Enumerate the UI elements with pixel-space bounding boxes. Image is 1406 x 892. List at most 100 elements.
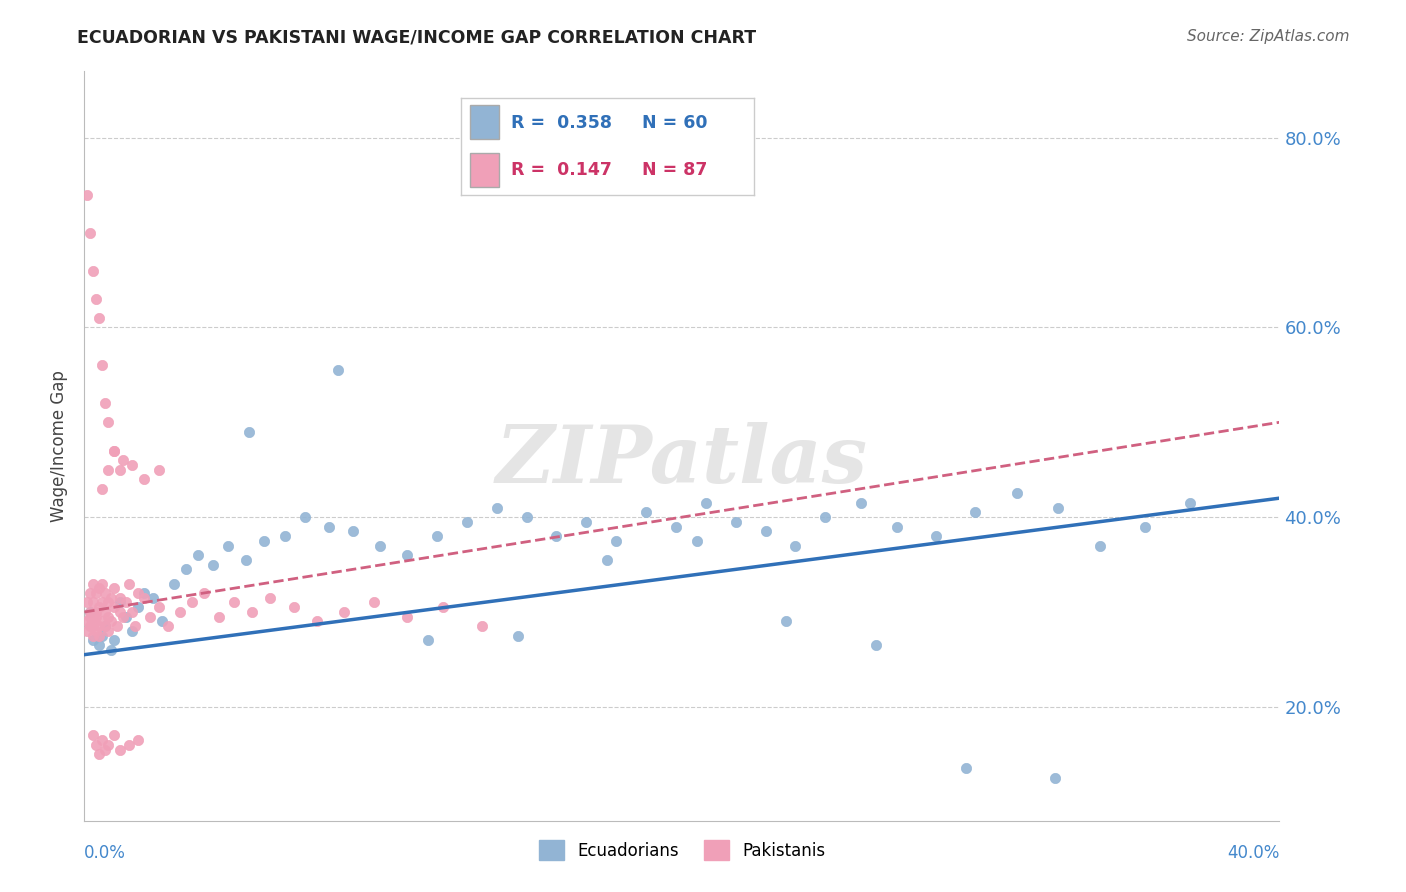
Point <box>318 519 340 533</box>
Point <box>82 619 104 633</box>
Point <box>76 615 98 629</box>
Point <box>396 548 419 562</box>
Point <box>94 586 117 600</box>
Point <box>235 553 257 567</box>
Point <box>91 733 114 747</box>
Point <box>110 595 132 609</box>
Point <box>724 515 747 529</box>
Point <box>814 510 837 524</box>
Point <box>82 263 104 277</box>
Point <box>103 443 125 458</box>
Point <box>307 615 329 629</box>
Point <box>127 600 149 615</box>
Point <box>110 742 132 756</box>
Point <box>103 728 125 742</box>
Point <box>546 529 568 543</box>
Point <box>94 619 117 633</box>
Point <box>328 363 350 377</box>
Point <box>181 595 204 609</box>
Point <box>150 615 173 629</box>
Point <box>1178 496 1201 510</box>
Point <box>283 600 305 615</box>
Point <box>157 619 180 633</box>
Point <box>79 226 101 240</box>
Point <box>115 595 138 609</box>
Point <box>110 591 132 605</box>
Point <box>865 638 887 652</box>
Point <box>363 595 385 609</box>
Point <box>91 576 114 591</box>
Point <box>217 539 239 553</box>
Point <box>89 600 111 615</box>
Point <box>121 605 143 619</box>
Y-axis label: Wage/Income Gap: Wage/Income Gap <box>51 370 69 522</box>
Point <box>240 605 263 619</box>
Point <box>636 505 658 519</box>
Point <box>94 742 117 756</box>
Point <box>1133 519 1156 533</box>
Text: ZIPatlas: ZIPatlas <box>496 422 868 500</box>
Point <box>121 624 143 638</box>
Point <box>97 609 120 624</box>
Point <box>100 643 122 657</box>
Point <box>89 629 111 643</box>
Point <box>97 624 120 638</box>
Point <box>163 576 186 591</box>
Point <box>76 624 98 638</box>
Point <box>91 629 114 643</box>
Point <box>79 605 101 619</box>
Point <box>76 595 98 609</box>
Point <box>471 619 494 633</box>
Point <box>89 310 111 325</box>
Point <box>132 586 156 600</box>
Point <box>94 619 117 633</box>
Point <box>596 553 619 567</box>
Point <box>127 733 149 747</box>
Point <box>118 738 141 752</box>
Point <box>775 615 797 629</box>
Point <box>294 510 316 524</box>
Point <box>82 629 104 643</box>
Point <box>97 738 120 752</box>
Point <box>97 463 120 477</box>
Point <box>103 633 125 648</box>
Point <box>79 586 101 600</box>
Point <box>103 443 125 458</box>
Point <box>82 633 104 648</box>
Point <box>368 539 391 553</box>
Point <box>127 586 149 600</box>
Point <box>1005 486 1028 500</box>
Point <box>785 539 807 553</box>
Point <box>851 496 873 510</box>
Point <box>86 605 108 619</box>
Point <box>193 586 215 600</box>
Point <box>121 458 143 472</box>
Point <box>396 609 419 624</box>
Point <box>82 728 104 742</box>
Point <box>89 581 111 595</box>
Point <box>485 500 508 515</box>
Point <box>100 591 122 605</box>
Point <box>148 600 170 615</box>
Point <box>333 605 356 619</box>
Point <box>86 624 108 638</box>
Point <box>89 747 111 762</box>
Point <box>82 595 104 609</box>
Point <box>516 510 538 524</box>
Point <box>82 609 104 624</box>
Legend: Ecuadorians, Pakistanis: Ecuadorians, Pakistanis <box>530 831 834 869</box>
Point <box>755 524 778 539</box>
Point <box>97 415 120 429</box>
Point <box>169 605 191 619</box>
Point <box>89 638 111 652</box>
Point <box>342 524 364 539</box>
Point <box>259 591 281 605</box>
Text: 0.0%: 0.0% <box>84 845 127 863</box>
Point <box>86 738 108 752</box>
Point <box>91 482 114 496</box>
Point <box>1047 500 1070 515</box>
Point <box>605 533 627 548</box>
Point <box>110 605 132 619</box>
Point <box>118 576 141 591</box>
Point <box>142 591 165 605</box>
